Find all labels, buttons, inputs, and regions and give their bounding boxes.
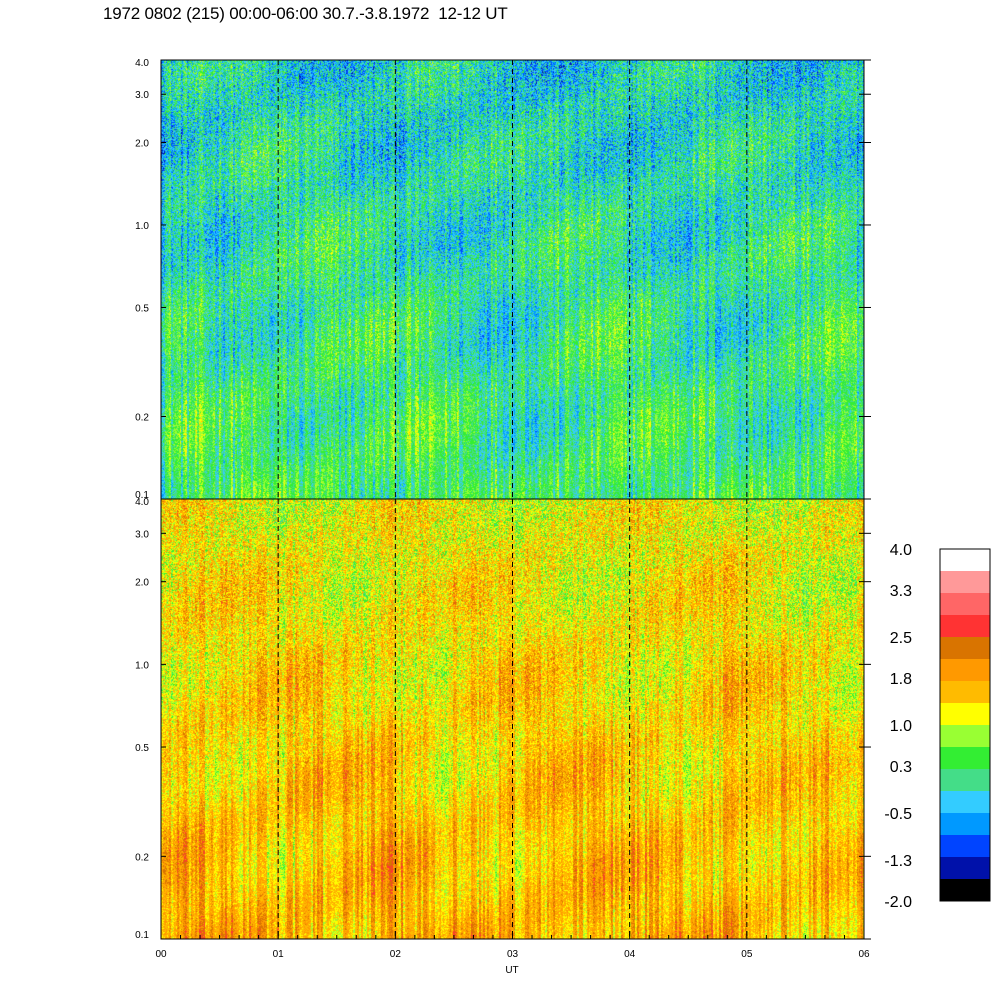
colorbar-label: -0.5 [884, 806, 912, 823]
colorbar-label: -2.0 [884, 894, 912, 911]
time-axis: 00 01 02 03 04 05 06 [155, 931, 870, 960]
colorbar-swatch [940, 681, 990, 704]
y-tick-label: 2.0 [135, 138, 149, 149]
colorbar-swatch [940, 659, 990, 682]
y-tick-label: 0.5 [135, 303, 149, 314]
y-tick-label: 3.0 [135, 529, 149, 540]
x-tick-label: 00 [155, 949, 167, 960]
y-tick-label: 0.1 [135, 930, 149, 941]
x-tick-label: 06 [858, 949, 870, 960]
y-tick-label: 2.0 [135, 578, 149, 589]
colorbar-label: 2.5 [890, 630, 912, 647]
y-tick-label: 3.0 [135, 90, 149, 101]
x-tick-label: 04 [624, 949, 636, 960]
colorbar-swatch [940, 549, 990, 572]
colorbar-swatch [940, 615, 990, 638]
top-panel-axes: 0.1 0.2 0.5 1.0 2.0 3.0 4.0 [135, 58, 871, 501]
page-title: 1972 0802 (215) 00:00-06:00 30.7.-3.8.19… [103, 4, 508, 23]
x-tick-label: 02 [390, 949, 402, 960]
y-tick-label: 0.1 [135, 490, 149, 501]
y-tick-label: 4.0 [135, 497, 149, 508]
x-tick-label: 03 [507, 949, 519, 960]
colorbar-swatch [940, 857, 990, 880]
colorbar-swatch [940, 725, 990, 748]
colorbar-swatch [940, 769, 990, 792]
colorbar-label: -1.3 [884, 853, 912, 870]
y-tick-label: 4.0 [135, 58, 149, 69]
y-tick-label: 0.2 [135, 852, 149, 863]
colorbar-swatch [940, 835, 990, 858]
colorbar-swatch [940, 703, 990, 726]
colorbar-swatch [940, 571, 990, 594]
colorbar-label: 4.0 [890, 542, 912, 559]
colorbar-label: 1.8 [890, 671, 912, 688]
colorbar-border [939, 548, 991, 902]
colorbar-swatch [940, 791, 990, 814]
y-tick-label: 1.0 [135, 660, 149, 671]
x-axis-label: UT [505, 965, 518, 976]
colorbar-label: 0.3 [890, 759, 912, 776]
bottom-panel-axes: 0.1 0.2 0.5 1.0 2.0 3.0 4.0 [135, 497, 871, 941]
colorbar-label: 3.3 [890, 583, 912, 600]
colorbar-swatch [940, 879, 990, 902]
colorbar-swatch [940, 637, 990, 660]
y-tick-label: 0.5 [135, 743, 149, 754]
y-tick-label: 1.0 [135, 221, 149, 232]
colorbar-swatch [940, 813, 990, 836]
colorbar-label: 1.0 [890, 718, 912, 735]
colorbar-swatch [940, 747, 990, 770]
x-tick-label: 05 [741, 949, 753, 960]
colorbar-swatch [940, 593, 990, 616]
x-tick-label: 01 [273, 949, 285, 960]
colorbar: 4.0 3.3 2.5 1.8 1.0 0.3 -0.5 -1.3 -2.0 [884, 542, 991, 911]
y-tick-label: 0.2 [135, 413, 149, 424]
